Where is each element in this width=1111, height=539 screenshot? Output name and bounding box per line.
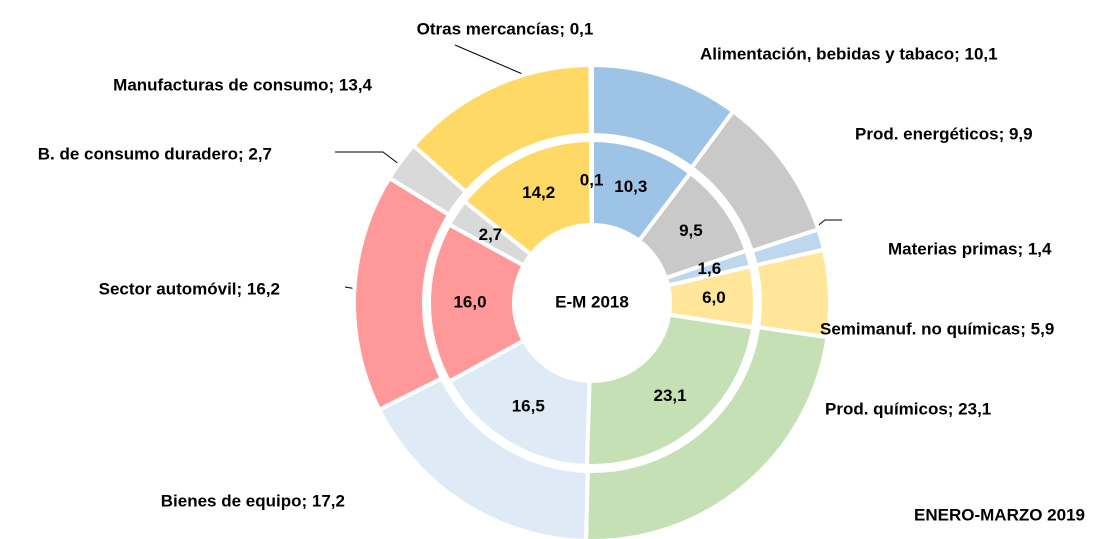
value-label: 16,5 — [512, 397, 545, 416]
slice-label: Bienes de equipo; 17,2 — [161, 491, 345, 510]
slice-label: Sector automóvil; 16,2 — [99, 279, 280, 298]
value-label: 16,0 — [453, 292, 486, 311]
value-label: 6,0 — [702, 288, 726, 307]
value-label: 10,3 — [614, 177, 647, 196]
slice-label: Prod. energéticos; 9,9 — [855, 124, 1033, 143]
value-label: 1,6 — [698, 259, 722, 278]
slice-label: Otras mercancías; 0,1 — [417, 19, 594, 38]
slice-label: Alimentación, bebidas y tabaco; 10,1 — [700, 44, 998, 63]
slice-label: Prod. químicos; 23,1 — [825, 399, 991, 418]
donut-slice — [446, 337, 592, 468]
slice-label: B. de consumo duradero; 2,7 — [38, 144, 272, 163]
center-label: E-M 2018 — [555, 292, 629, 311]
donut-slice — [427, 221, 527, 385]
donut-slice — [584, 312, 756, 468]
value-label: 14,2 — [522, 183, 555, 202]
subtitle: ENERO-MARZO 2019 — [914, 505, 1085, 524]
value-label: 9,5 — [679, 221, 703, 240]
donut-slice — [584, 324, 830, 539]
slice-label: Semimanuf. no químicas; 5,9 — [820, 319, 1054, 338]
donut-slice — [588, 62, 594, 138]
slice-label: Materias primas; 1,4 — [888, 239, 1052, 258]
slice-label: Manufacturas de consumo; 13,4 — [113, 75, 372, 94]
donut-slice — [753, 247, 832, 340]
value-label: 0,1 — [580, 170, 604, 189]
value-label: 23,1 — [654, 386, 687, 405]
value-label: 2,7 — [479, 225, 503, 244]
donut-slice — [588, 137, 594, 228]
